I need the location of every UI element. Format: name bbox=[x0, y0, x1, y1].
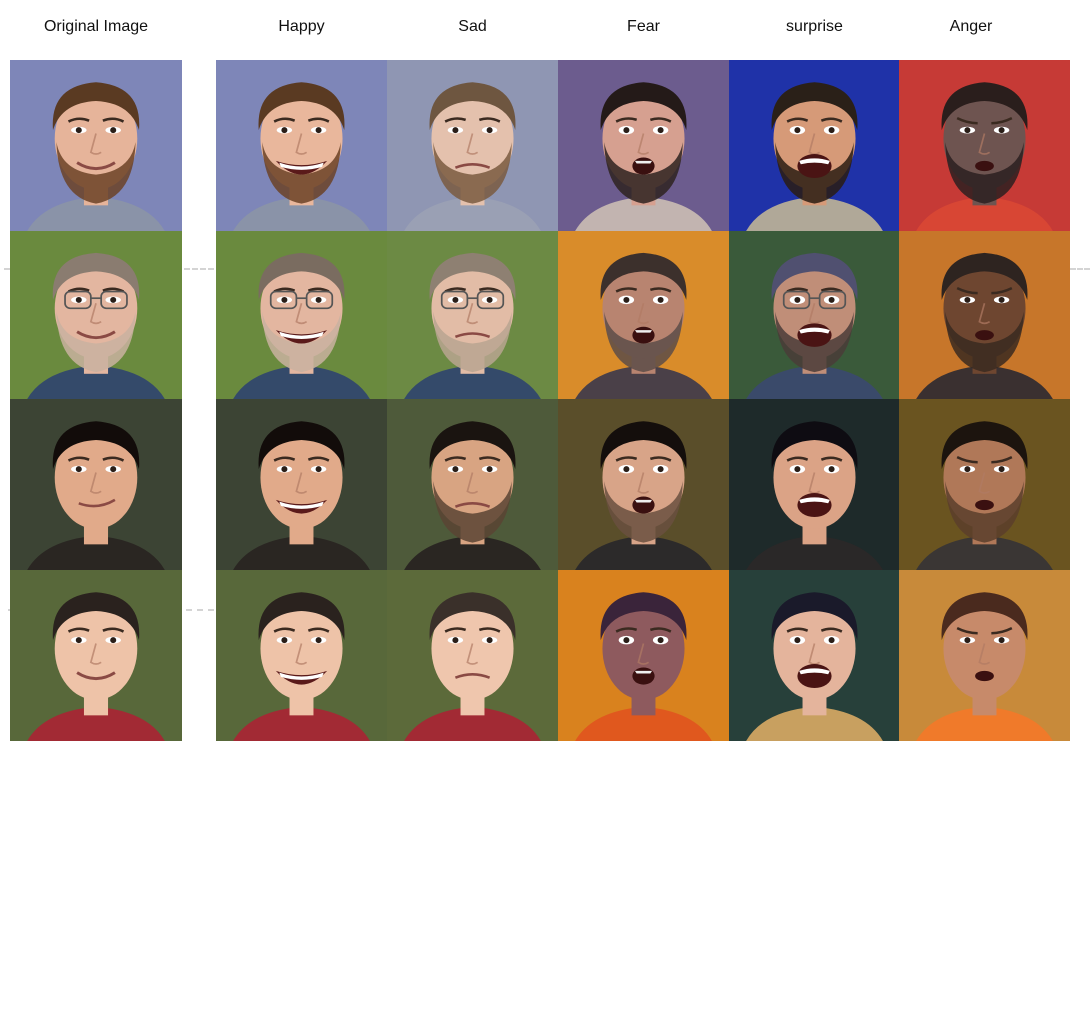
face-image-young-man-anger bbox=[899, 399, 1070, 570]
divider-line bbox=[184, 268, 214, 270]
column-header-sad: Sad bbox=[458, 18, 487, 35]
face-image-boy-fear bbox=[558, 570, 729, 741]
face-image-man-beard-anger bbox=[899, 60, 1070, 231]
face-image-man-beard-original bbox=[10, 60, 182, 231]
face-image-man-beard-happy bbox=[216, 60, 387, 231]
column-header-original: Original Image bbox=[43, 18, 149, 35]
face-image-man-glasses-fear bbox=[558, 231, 729, 399]
face-image-man-glasses-sad bbox=[387, 231, 558, 399]
face-image-man-glasses-anger bbox=[899, 231, 1070, 399]
face-image-young-man-original bbox=[10, 399, 182, 570]
face-image-man-glasses-happy bbox=[216, 231, 387, 399]
face-image-young-man-happy bbox=[216, 399, 387, 570]
column-header-surprise: surprise bbox=[786, 18, 843, 35]
divider-line bbox=[1070, 268, 1090, 270]
face-image-man-glasses-surprise bbox=[729, 231, 900, 399]
column-header-happy: Happy bbox=[278, 18, 325, 35]
face-image-boy-original bbox=[10, 570, 182, 741]
column-header-anger: Anger bbox=[949, 18, 993, 35]
divider-line bbox=[4, 268, 12, 270]
face-image-boy-happy bbox=[216, 570, 387, 741]
face-image-boy-sad bbox=[387, 570, 558, 741]
column-header-fear: Fear bbox=[627, 18, 660, 35]
divider-line bbox=[186, 609, 214, 611]
face-image-man-glasses-original bbox=[10, 231, 182, 399]
face-image-man-beard-sad bbox=[387, 60, 558, 231]
face-image-boy-anger bbox=[899, 570, 1070, 741]
face-image-young-man-fear bbox=[558, 399, 729, 570]
face-image-young-man-sad bbox=[387, 399, 558, 570]
face-image-young-man-surprise bbox=[729, 399, 900, 570]
face-image-boy-surprise bbox=[729, 570, 900, 741]
face-image-man-beard-fear bbox=[558, 60, 729, 231]
face-image-man-beard-surprise bbox=[729, 60, 900, 231]
